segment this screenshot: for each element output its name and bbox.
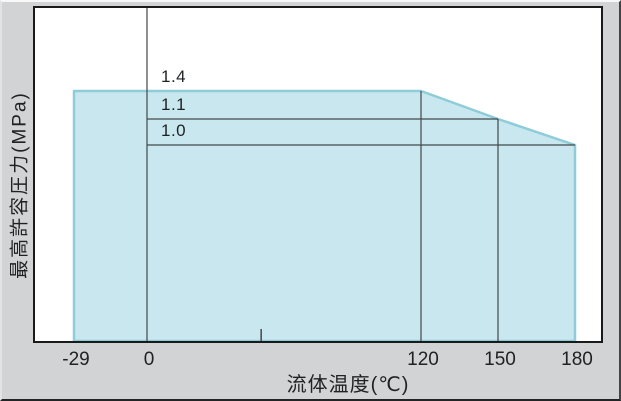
x-tick-label-0: 0 xyxy=(143,349,155,370)
y-axis-title: 最高許容圧力(MPa) xyxy=(9,91,31,279)
plot-area: 1.4 1.1 1.0 xyxy=(33,6,603,343)
x-tick-label-180: 180 xyxy=(561,349,593,370)
x-tick-label--29: -29 xyxy=(62,349,90,370)
pressure-label-1.4: 1.4 xyxy=(161,67,187,86)
pressure-label-1.1: 1.1 xyxy=(161,95,187,114)
x-axis-title: 流体温度(℃) xyxy=(286,374,410,396)
x-tick-label-150: 150 xyxy=(484,349,516,370)
x-tick-label-120: 120 xyxy=(407,349,439,370)
pressure-label-1.0: 1.0 xyxy=(161,121,187,140)
allowable-region xyxy=(72,89,577,341)
pt-rating-region-svg xyxy=(72,8,577,341)
